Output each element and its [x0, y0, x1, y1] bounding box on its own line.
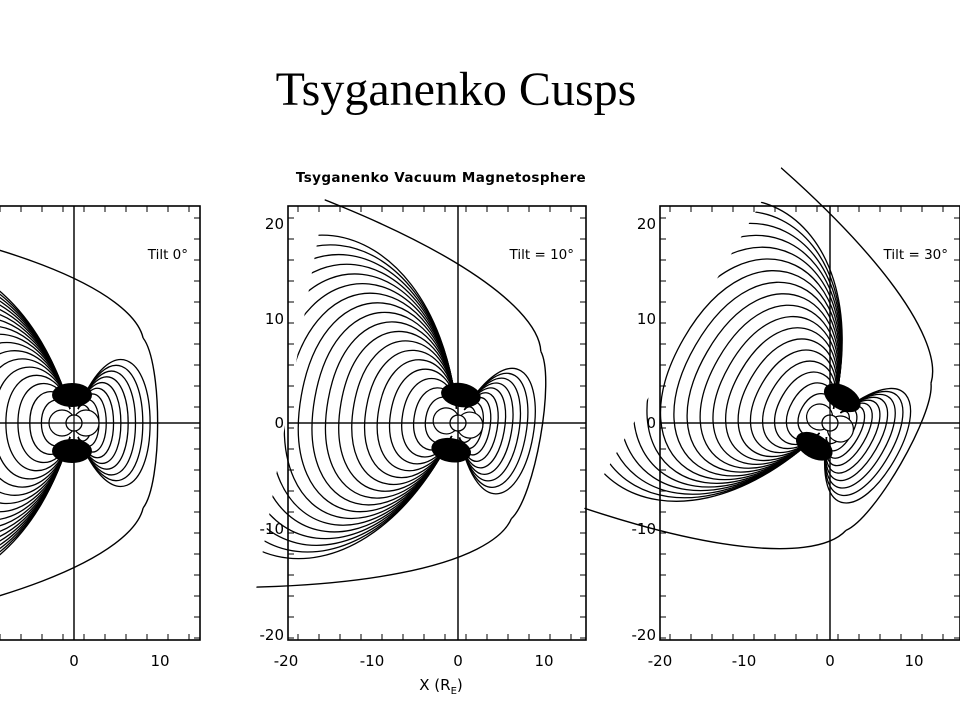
field-line [458, 377, 522, 482]
field-line [458, 372, 529, 488]
y-tick-label: 20 [265, 215, 284, 233]
magnetopause-north [662, 150, 934, 384]
x-tick-label: -20 [648, 652, 673, 670]
panel-tilt-label: Tilt = 10° [509, 247, 574, 263]
field-line [458, 367, 536, 495]
north-cusp [441, 382, 481, 408]
x-axis-label-main: X (R [419, 676, 451, 694]
field-line [0, 326, 71, 520]
x-tick-label: 10 [904, 652, 923, 670]
panel-0: Tilt 0° 0 10 [0, 205, 201, 670]
field-line [255, 273, 458, 533]
field-line [458, 392, 499, 462]
figure-title: Tsyganenko Vacuum Magnetosphere [295, 170, 587, 186]
field-line [401, 377, 458, 458]
x-tick-label: -10 [732, 652, 757, 670]
slide-title: Tsyganenko Cusps [275, 63, 637, 116]
field-line [0, 319, 71, 527]
magnetopause-nose [845, 383, 932, 532]
y-tick-label: 10 [637, 310, 656, 328]
y-tick-label: 0 [274, 414, 284, 432]
field-lines [574, 150, 934, 550]
field-line [458, 382, 514, 475]
south-cusp [431, 437, 471, 463]
field-line [761, 360, 837, 450]
field-line [269, 283, 458, 526]
field-line [311, 311, 458, 506]
field-line [351, 340, 458, 486]
south-cusp [52, 439, 92, 463]
magnetopause-nose [510, 350, 547, 520]
south-cusp [795, 431, 833, 461]
panel-tilt-label: Tilt = 30° [883, 247, 948, 263]
x-tick-label: 0 [69, 652, 79, 670]
y-tick-label: 10 [265, 310, 284, 328]
field-line [338, 330, 458, 492]
x-axis-label-subscript: E [450, 686, 457, 697]
field-line [0, 304, 71, 542]
x-tick-label: -20 [274, 652, 299, 670]
x-tick-label: 0 [453, 652, 463, 670]
field-line [252, 244, 458, 553]
y-tick-label: -20 [632, 626, 657, 644]
x-axis-label-end: ) [456, 676, 463, 694]
field-line [324, 321, 458, 499]
field-line [0, 333, 71, 513]
panel-2: Tilt = 30° -20 -10 0 10 20 10 0 -10 -20 [574, 150, 960, 670]
magnetopause-south [252, 518, 512, 589]
magnetopause-south [0, 507, 144, 597]
field-line [824, 399, 881, 474]
field-lines [252, 179, 547, 589]
field-line [825, 402, 873, 467]
x-tick-label: 0 [825, 652, 835, 670]
x-tick-label: -10 [360, 652, 385, 670]
field-line [0, 314, 71, 532]
magnetopause-north [0, 249, 144, 339]
field-line [283, 292, 458, 520]
panel-1: Tilt = 10° -20 -10 0 10 20 10 0 -10 -20 [252, 179, 587, 670]
y-tick-label: -20 [260, 626, 285, 644]
north-cusp [52, 383, 92, 407]
field-line [0, 358, 71, 488]
field-line [297, 302, 458, 513]
field-line [0, 309, 71, 537]
field-line [252, 234, 458, 560]
field-line [773, 371, 836, 445]
field-line [376, 359, 458, 472]
panel-tilt-label: Tilt 0° [147, 247, 188, 263]
field-line [252, 254, 458, 546]
field-line [0, 366, 71, 480]
x-axis-label: X (RE) [0, 676, 882, 697]
field-line [673, 281, 841, 477]
y-tick-label: 0 [646, 414, 656, 432]
y-tick-label: 20 [637, 215, 656, 233]
field-line [686, 293, 840, 473]
field-line [458, 387, 507, 469]
field-line [388, 368, 458, 465]
y-tick-label: -10 [260, 520, 285, 538]
x-tick-label: 10 [150, 652, 169, 670]
magnetopause-south [574, 452, 847, 550]
x-tick-label: 10 [534, 652, 553, 670]
field-line [749, 349, 837, 454]
field-line [0, 350, 71, 496]
field-line [659, 270, 841, 481]
y-tick-label: -10 [632, 520, 657, 538]
field-line [364, 349, 458, 479]
north-cusp [823, 383, 861, 413]
field-line [0, 341, 71, 505]
field-line [252, 263, 458, 540]
